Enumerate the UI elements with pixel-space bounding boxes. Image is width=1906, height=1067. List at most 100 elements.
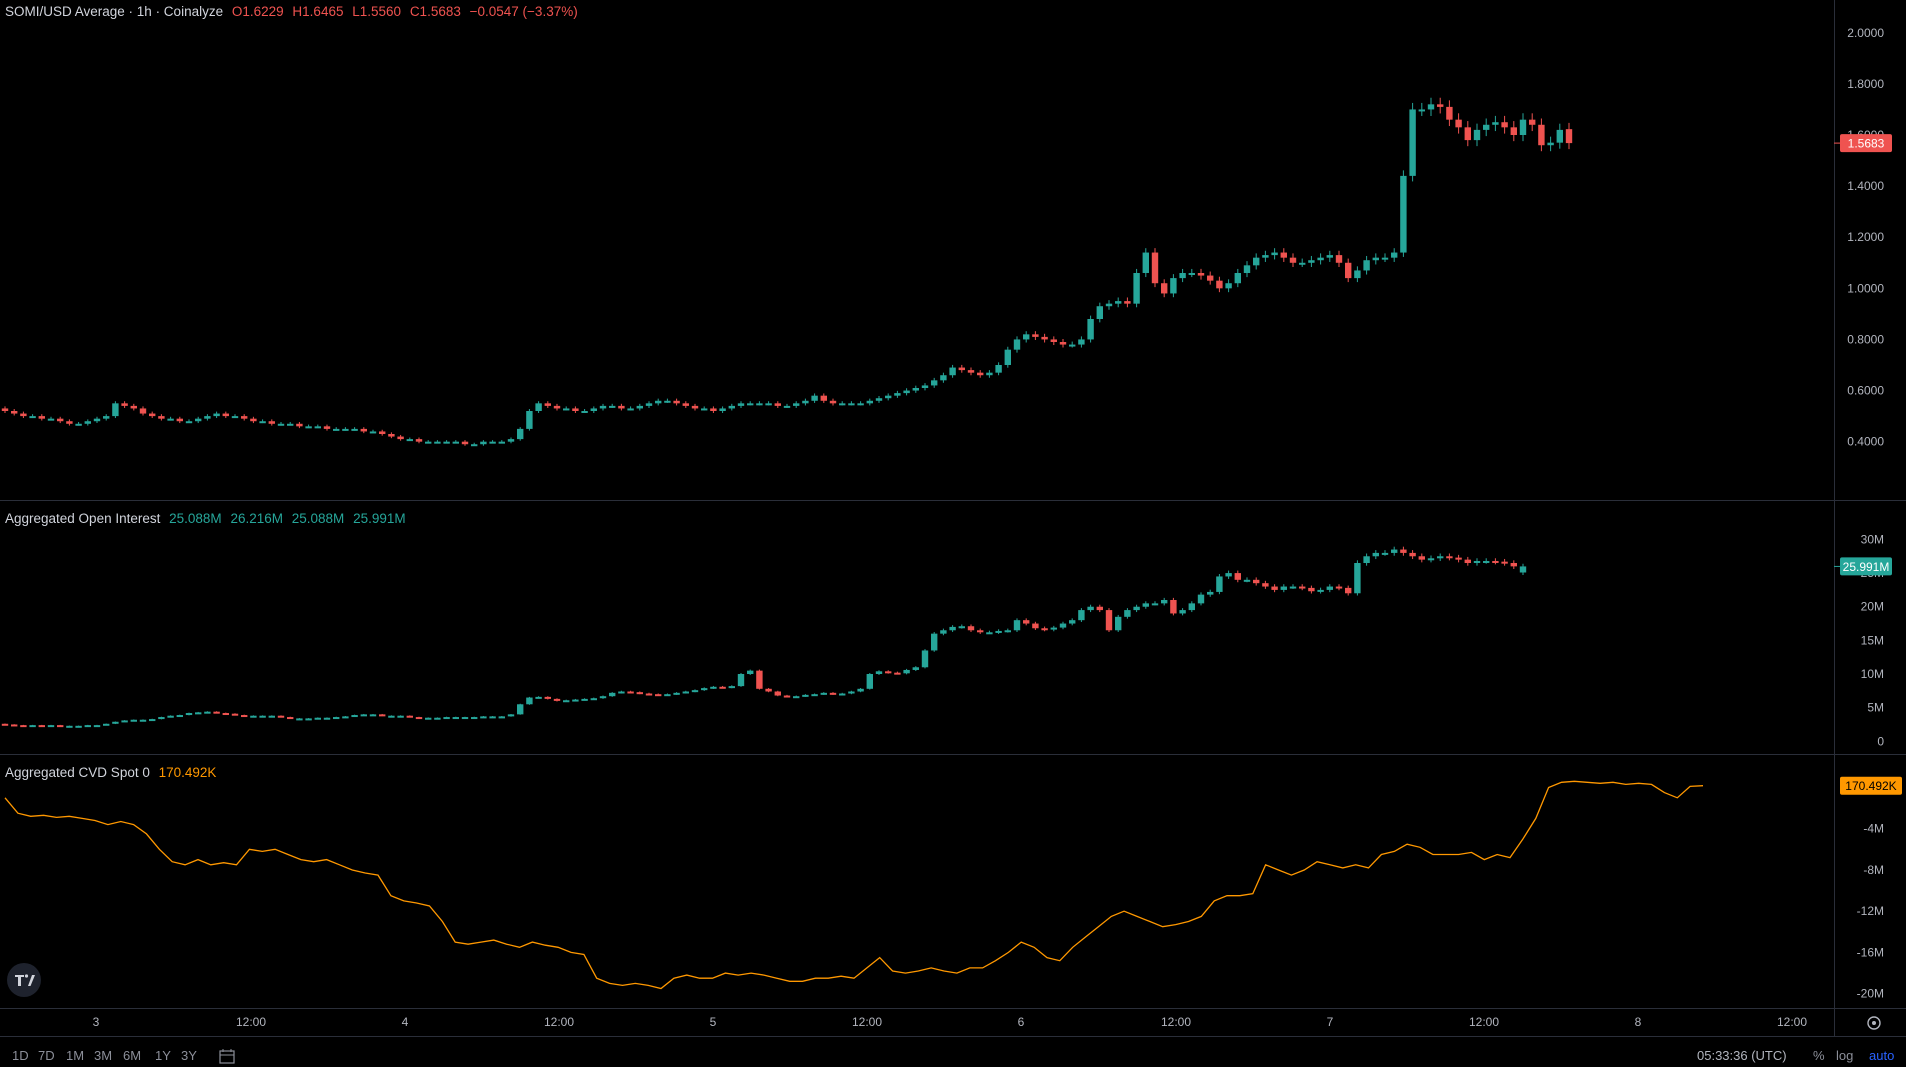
candle-body	[1197, 273, 1205, 276]
candle-body	[176, 418, 183, 422]
candle-body	[231, 713, 239, 716]
tradingview-logo-icon	[15, 974, 35, 986]
candle-body	[296, 423, 303, 427]
candle-body	[29, 416, 36, 419]
candle-body	[553, 405, 561, 409]
candle-body	[1372, 552, 1379, 557]
candle-body	[11, 411, 18, 414]
candle-body	[1464, 559, 1471, 563]
candle-body	[20, 413, 27, 417]
candle-body	[747, 403, 754, 406]
candle-body	[820, 395, 827, 401]
candle-body	[158, 717, 165, 720]
candle-body	[1161, 600, 1168, 604]
candle-body	[1243, 265, 1251, 273]
candle-body	[66, 725, 73, 728]
candle-body	[1326, 255, 1333, 258]
candle-body	[1041, 628, 1048, 631]
oi-legend: Aggregated Open Interest 25.088M 26.216M…	[5, 511, 411, 526]
candle-body	[1418, 556, 1425, 560]
candle-body	[1363, 556, 1370, 563]
candle-body	[185, 713, 193, 716]
candle-body	[333, 428, 340, 431]
candle-body	[1188, 273, 1195, 275]
candle-body	[765, 403, 772, 406]
candle-body	[793, 696, 800, 699]
candle-body	[655, 400, 662, 404]
candle-body	[811, 395, 818, 401]
candle-body	[572, 408, 579, 411]
candle-body	[1087, 319, 1094, 340]
candle-body	[93, 725, 101, 728]
candle-body	[517, 704, 524, 715]
candle-body	[305, 718, 312, 721]
candle-body	[1087, 606, 1094, 611]
candle-body	[609, 405, 616, 408]
candle-body	[222, 413, 229, 417]
price-legend: SOMI/USD Average · 1h · Coinalyze O1.622…	[5, 4, 583, 19]
candle-body	[259, 421, 266, 424]
candle-body	[1418, 109, 1425, 112]
candle-body	[1050, 339, 1057, 342]
candle-body	[1280, 586, 1287, 590]
candle-body	[894, 393, 901, 396]
y-tick-label: 1.4000	[1847, 179, 1884, 193]
candle-body	[544, 696, 551, 699]
candle-body	[1345, 587, 1352, 594]
candle-body	[1234, 273, 1241, 284]
log-scale-toggle[interactable]: log	[1836, 1048, 1854, 1063]
candle-body	[1216, 576, 1223, 592]
range-1d[interactable]: 1D	[12, 1048, 29, 1063]
candle-body	[1234, 573, 1241, 580]
candle-body	[1363, 260, 1370, 271]
range-1y[interactable]: 1Y	[155, 1048, 171, 1063]
date-range-calendar-icon[interactable]	[219, 1048, 239, 1067]
candle-body	[921, 385, 929, 388]
candle-body	[204, 711, 211, 714]
candle-body	[581, 411, 588, 413]
range-3y[interactable]: 3Y	[181, 1048, 197, 1063]
candle-body	[434, 717, 441, 720]
candle-body	[664, 400, 671, 403]
candle-body	[112, 403, 119, 417]
candle-body	[977, 372, 984, 376]
candle-body	[480, 441, 487, 445]
tradingview-logo[interactable]	[7, 963, 41, 997]
x-tick-label: 3	[93, 1015, 100, 1029]
candle-body	[149, 719, 156, 722]
candle-body	[1510, 127, 1517, 135]
candle-body	[1032, 623, 1039, 629]
range-6m[interactable]: 6M	[123, 1048, 142, 1063]
candle-body	[590, 698, 597, 701]
oi-high: 26.216M	[230, 511, 283, 526]
candle-body	[921, 650, 929, 668]
candle-body	[627, 408, 634, 411]
candle-body	[1492, 560, 1499, 563]
candle-body	[1133, 273, 1140, 304]
candle-body	[1354, 270, 1361, 279]
range-7d[interactable]: 7D	[38, 1048, 55, 1063]
candle-body	[636, 405, 643, 409]
candle-body	[839, 693, 846, 696]
candle-body	[241, 715, 248, 718]
candle-body	[406, 439, 413, 442]
candle-body	[811, 694, 818, 697]
auto-scale-toggle[interactable]: auto	[1869, 1048, 1895, 1063]
range-1m[interactable]: 1M	[66, 1048, 85, 1063]
candle-body	[406, 715, 413, 718]
candle-body	[1409, 109, 1416, 176]
candle-body	[1059, 342, 1067, 345]
candle-body	[673, 400, 680, 404]
last-value-label: 170.492K	[1845, 779, 1896, 793]
candle-body	[1207, 275, 1214, 281]
candle-body	[719, 686, 726, 689]
candle-body	[121, 403, 128, 406]
range-3m[interactable]: 3M	[94, 1048, 113, 1063]
percent-scale-toggle[interactable]: %	[1813, 1048, 1825, 1063]
utc-clock[interactable]: 05:33:36 (UTC)	[1697, 1048, 1787, 1063]
candle-body	[1151, 252, 1159, 284]
last-value-tag	[1840, 776, 1902, 795]
candle-body	[590, 408, 597, 411]
candle-body	[461, 717, 469, 720]
